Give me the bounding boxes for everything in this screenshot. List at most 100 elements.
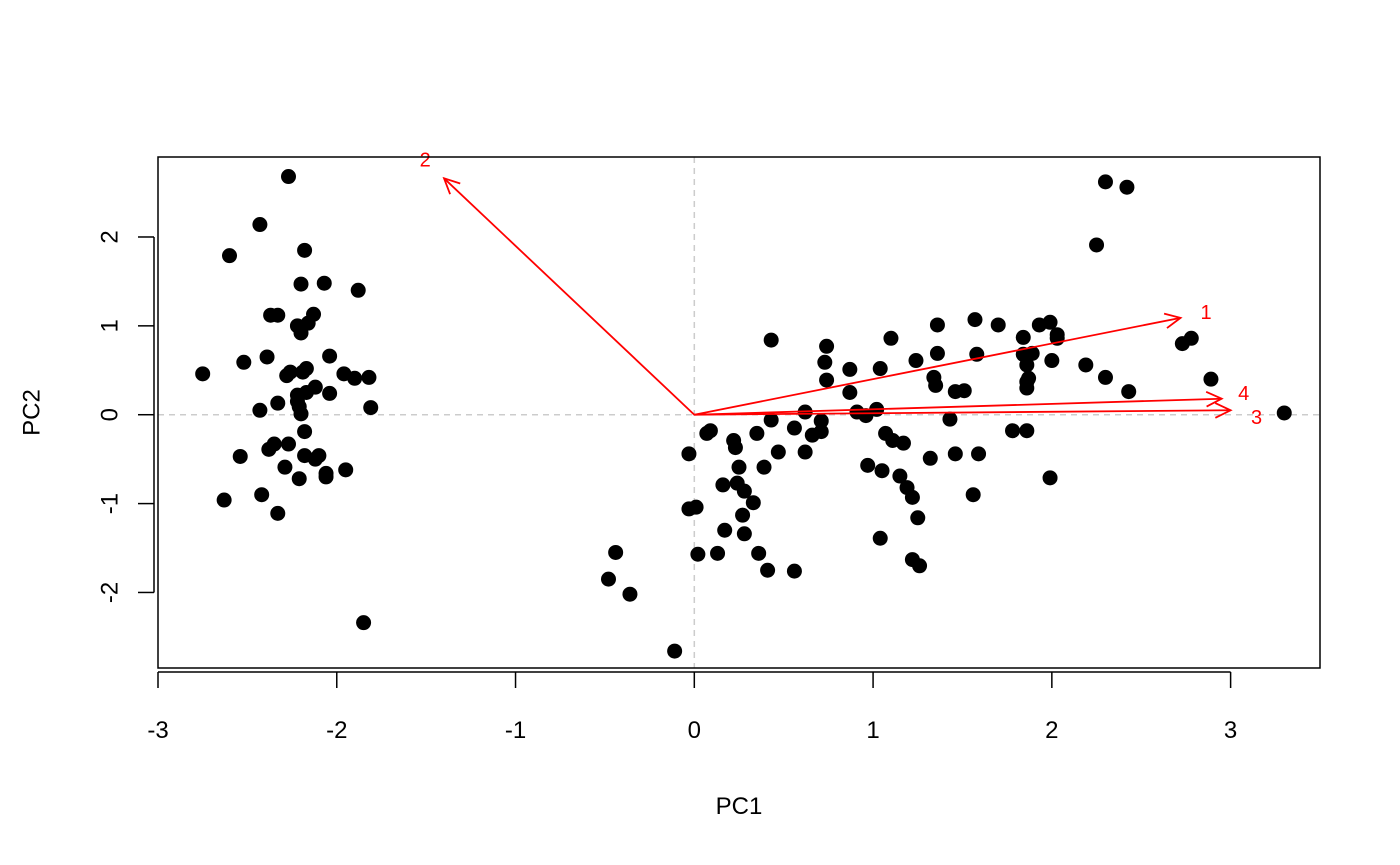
loading-arrow-shaft	[694, 409, 1231, 416]
data-point	[947, 446, 963, 462]
data-point	[908, 353, 924, 369]
data-point	[1042, 470, 1058, 486]
data-point	[318, 469, 334, 485]
data-point	[910, 510, 926, 526]
data-point	[760, 562, 776, 578]
data-point	[356, 615, 372, 631]
loading-arrow-2: 2	[420, 149, 695, 416]
scatter-points	[195, 169, 1292, 659]
data-point	[872, 530, 888, 546]
x-axis: -3 -2 -1 0 1 2 3	[147, 671, 1237, 744]
data-point	[322, 385, 338, 401]
x-tick-label: 3	[1224, 717, 1237, 744]
data-point	[715, 477, 731, 493]
data-point	[860, 457, 876, 473]
data-point	[254, 487, 270, 503]
data-point	[817, 354, 833, 370]
loading-arrow-1: 1	[694, 302, 1212, 416]
data-point	[681, 446, 697, 462]
data-point	[338, 462, 354, 478]
data-point	[904, 489, 920, 505]
x-tick-label: -3	[147, 717, 168, 744]
plot-frame	[157, 156, 1321, 669]
y-tick-label: 0	[97, 408, 124, 421]
data-point	[942, 411, 958, 427]
data-point	[929, 317, 945, 333]
data-point	[608, 544, 624, 560]
data-point	[281, 436, 297, 452]
data-point	[804, 427, 820, 443]
x-tick-label: 0	[688, 717, 701, 744]
x-axis-title: PC1	[716, 793, 763, 820]
data-point	[965, 487, 981, 503]
data-point	[363, 400, 379, 416]
data-point	[316, 275, 332, 291]
loading-arrow-3: 3	[694, 402, 1262, 429]
y-tick-label: 1	[97, 319, 124, 332]
reference-lines	[158, 157, 1320, 668]
data-point	[1121, 384, 1137, 400]
data-point	[297, 424, 313, 440]
data-point	[1174, 336, 1190, 352]
loading-arrow-shaft	[443, 177, 695, 416]
data-point	[892, 468, 908, 484]
data-point	[261, 441, 277, 457]
x-tick-label: -1	[505, 717, 526, 744]
data-point	[819, 372, 835, 388]
data-point	[1203, 371, 1219, 387]
data-point	[928, 377, 944, 393]
data-point	[252, 217, 268, 233]
data-point	[600, 571, 616, 587]
data-point	[702, 423, 718, 439]
data-point	[690, 546, 706, 562]
data-point	[922, 450, 938, 466]
data-point	[1015, 329, 1031, 345]
loading-vectors: 1 2 34	[420, 149, 1263, 429]
loading-arrow-head	[1205, 390, 1224, 408]
data-point	[727, 440, 743, 456]
data-point	[622, 586, 638, 602]
data-point	[842, 385, 858, 401]
data-point	[786, 420, 802, 436]
x-tick-label: 1	[866, 717, 879, 744]
data-point	[236, 354, 252, 370]
data-point	[1019, 357, 1035, 373]
y-tick-label: 2	[97, 230, 124, 243]
data-point	[990, 317, 1006, 333]
data-point	[361, 369, 377, 385]
data-point	[277, 459, 293, 475]
data-point	[717, 522, 733, 538]
data-point	[688, 499, 704, 515]
data-point	[763, 412, 779, 428]
data-point	[749, 425, 765, 441]
data-point	[710, 545, 726, 561]
loading-arrow-head	[1214, 402, 1233, 419]
data-point	[295, 364, 311, 380]
y-axis-title: PC2	[19, 389, 46, 436]
data-point	[297, 242, 313, 258]
data-point	[1078, 357, 1094, 373]
data-point	[291, 471, 307, 487]
data-point	[770, 444, 786, 460]
loading-label-1: 1	[1200, 302, 1211, 324]
data-point	[216, 492, 232, 508]
data-point	[1097, 174, 1113, 190]
data-point	[1019, 423, 1035, 439]
loading-label-3: 3	[1251, 407, 1262, 429]
data-point	[735, 507, 751, 523]
data-point	[1097, 369, 1113, 385]
loading-arrow-head	[1163, 312, 1183, 329]
data-point	[736, 483, 752, 499]
data-point	[786, 563, 802, 579]
data-point	[270, 395, 286, 411]
data-point	[281, 169, 297, 185]
data-point	[252, 402, 268, 418]
data-point	[745, 495, 761, 511]
data-point	[1276, 405, 1292, 421]
data-point	[883, 330, 899, 346]
data-point	[929, 345, 945, 361]
data-point	[763, 332, 779, 348]
data-point	[756, 459, 772, 475]
data-point	[895, 435, 911, 451]
